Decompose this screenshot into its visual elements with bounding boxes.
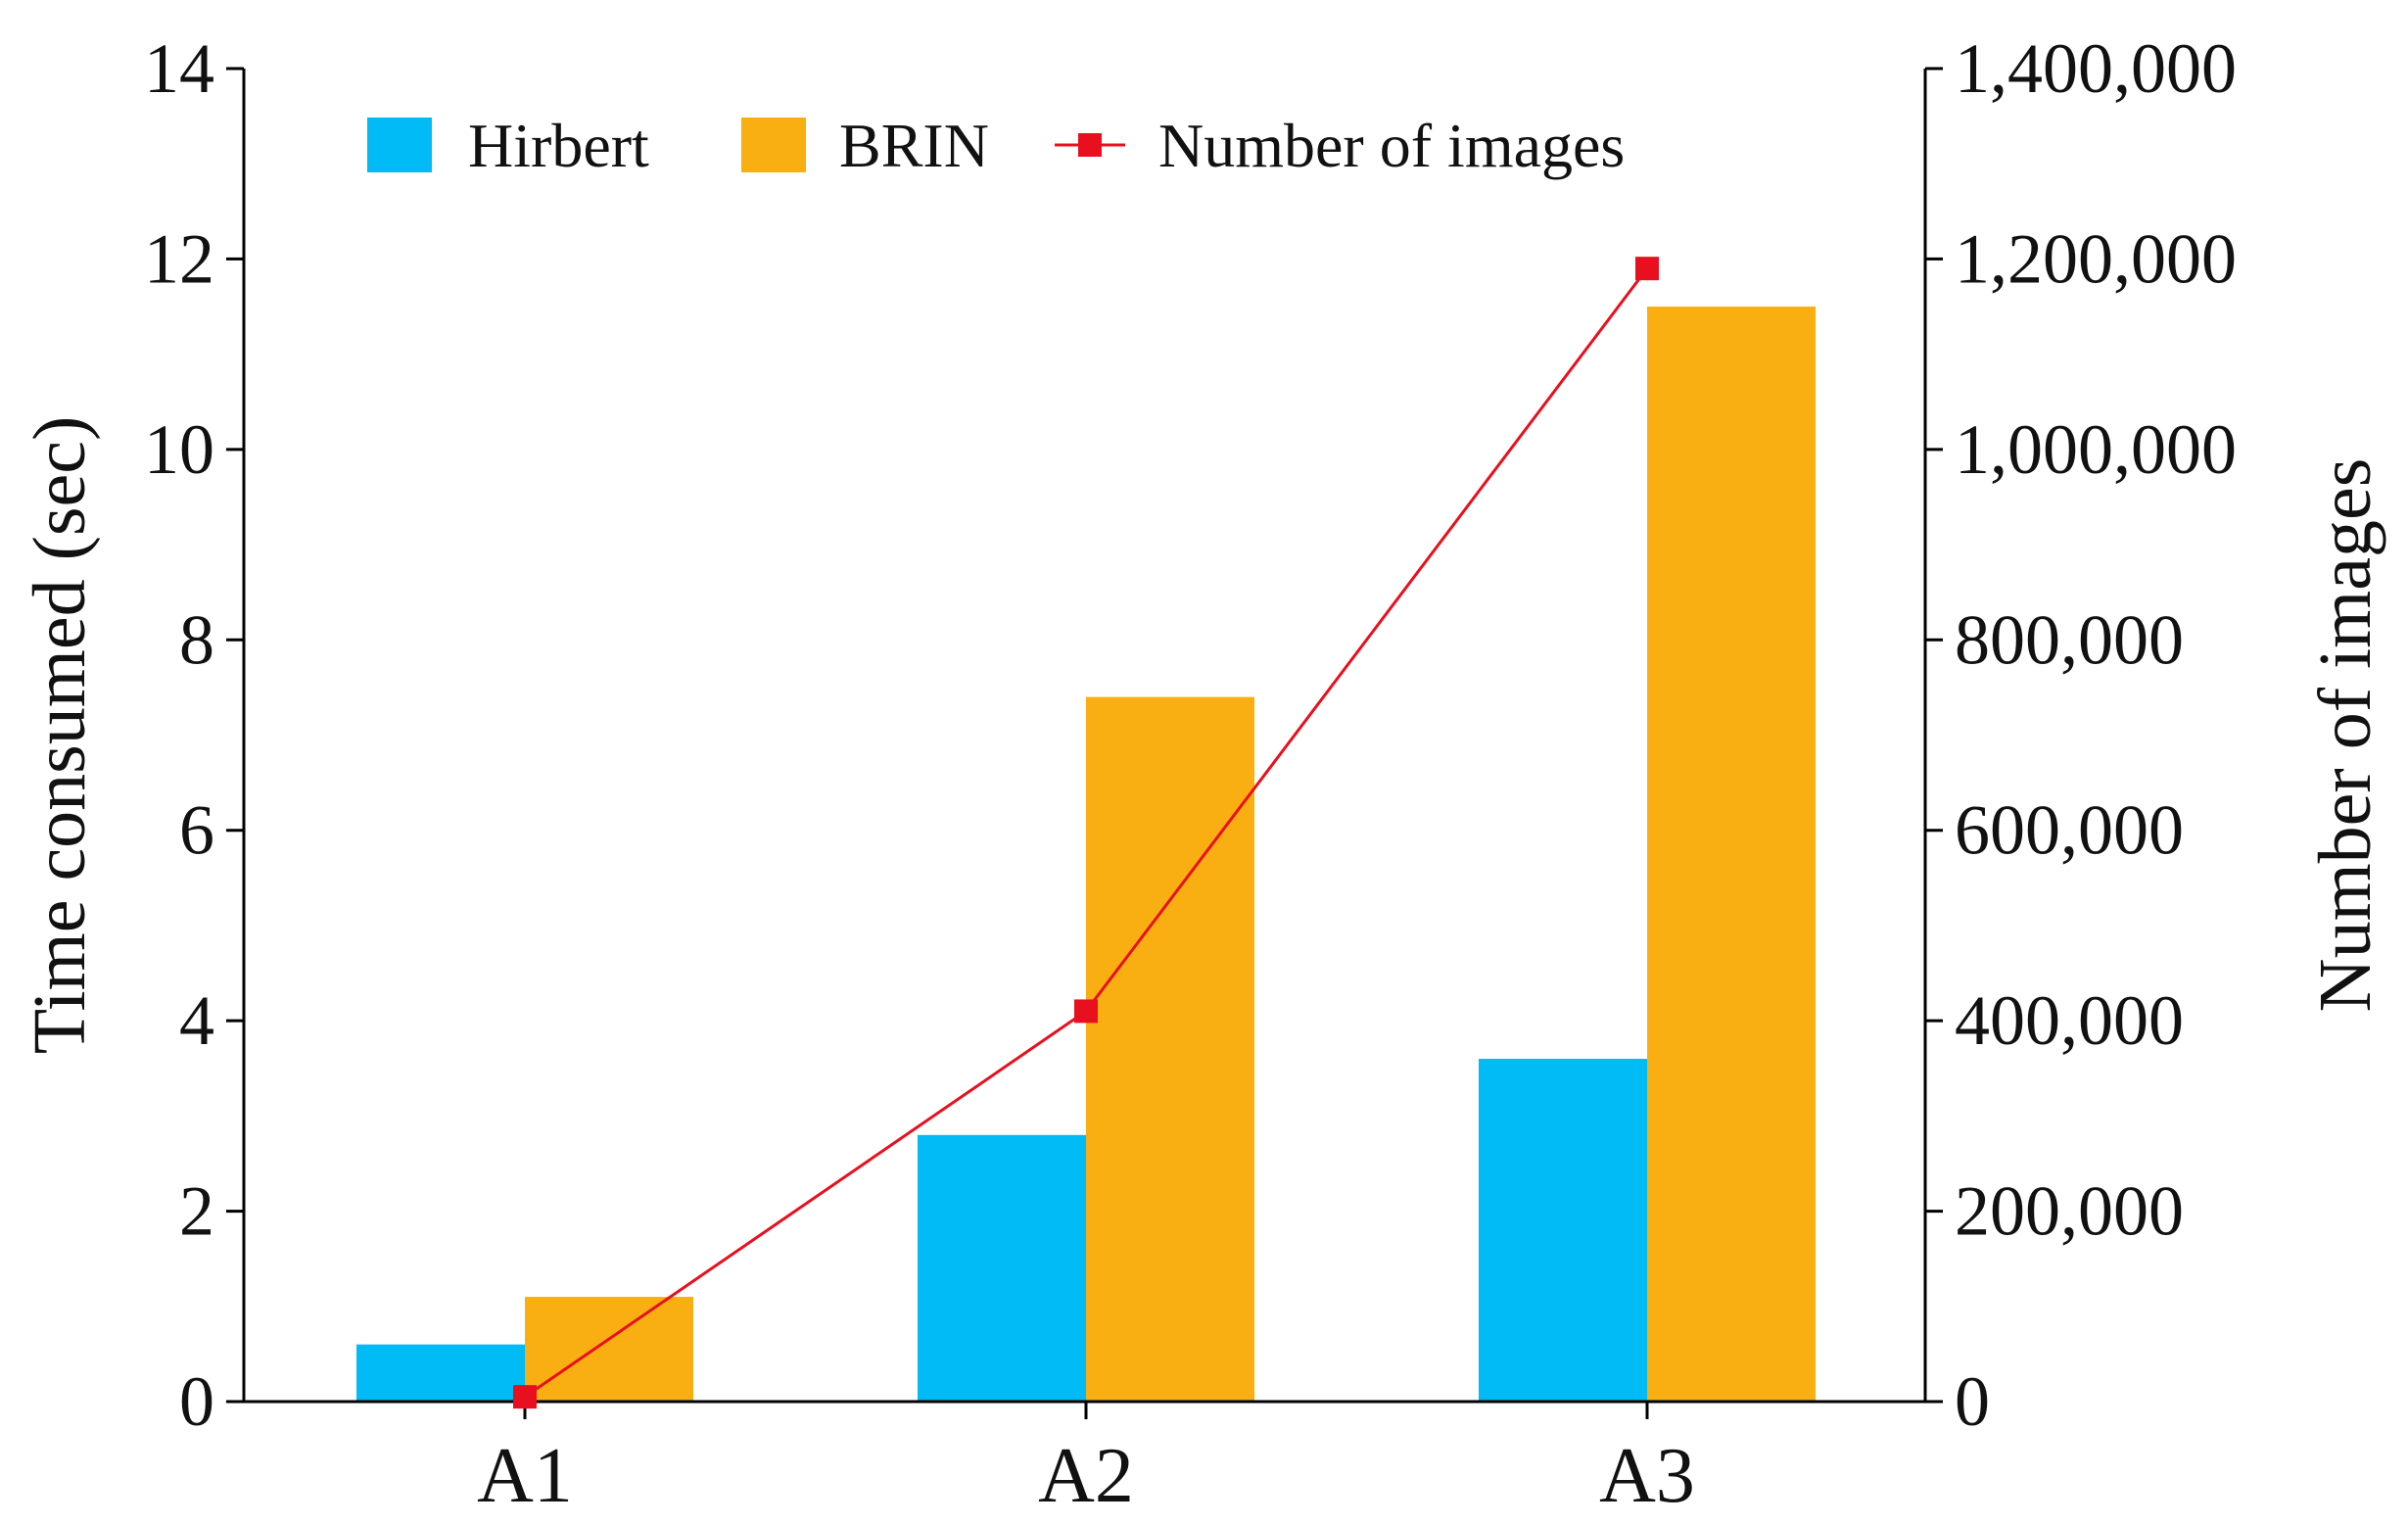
legend-label-number-of-images: Number of images — [1158, 111, 1625, 180]
legend: Hirbert BRIN Number of images — [367, 111, 1625, 180]
marker-number-of-images-a1 — [513, 1385, 537, 1409]
y-tick-label: 2 — [179, 1172, 214, 1251]
y2-tick-label: 1,400,000 — [1955, 29, 2237, 108]
y-tick-label: 10 — [144, 410, 214, 489]
legend-swatch-hirbert — [367, 118, 432, 172]
y2-tick-label: 600,000 — [1955, 791, 2184, 870]
y2-tick-label: 400,000 — [1955, 981, 2184, 1060]
y2-tick-label: 0 — [1955, 1362, 1990, 1441]
bar-brin-a3 — [1647, 307, 1816, 1403]
y-axis-title: Time consumed (sec) — [19, 416, 101, 1055]
legend-swatch-brin — [741, 118, 806, 172]
bar-hirbert-a2 — [918, 1134, 1086, 1402]
bar-brin-a2 — [1086, 696, 1254, 1402]
bar-hirbert-a1 — [356, 1344, 525, 1402]
y-tick-label: 0 — [179, 1362, 214, 1441]
y-tick-label: 4 — [179, 981, 214, 1060]
marker-number-of-images-a2 — [1074, 999, 1098, 1024]
x-tick-label-a3: A3 — [1599, 1433, 1695, 1519]
y2-tick-label: 1,000,000 — [1955, 410, 2237, 489]
x-tick-label-a1: A1 — [477, 1433, 573, 1519]
y-tick-label: 14 — [144, 29, 214, 108]
y-tick-label: 8 — [179, 600, 214, 679]
y2-tick-label: 200,000 — [1955, 1172, 2184, 1251]
bar-brin-a1 — [525, 1297, 693, 1402]
marker-number-of-images-a3 — [1635, 257, 1659, 281]
legend-marker-number-of-images — [1078, 133, 1102, 157]
axes-layer: 0 2 4 6 8 10 12 14 0 200,000 400,000 600,000 800,000… — [144, 29, 2237, 1519]
y2-axis-title: Number of images — [2304, 458, 2386, 1013]
legend-label-hirbert: Hirbert — [468, 111, 649, 180]
line-series-layer — [513, 257, 1659, 1409]
y2-tick-label: 1,200,000 — [1955, 219, 2237, 298]
y-tick-label: 12 — [144, 219, 214, 298]
bars-layer — [356, 307, 1816, 1403]
y2-tick-label: 800,000 — [1955, 600, 2184, 679]
legend-label-brin: BRIN — [839, 111, 989, 180]
x-tick-label-a2: A2 — [1038, 1433, 1134, 1519]
y-tick-label: 6 — [179, 791, 214, 870]
bar-hirbert-a3 — [1479, 1059, 1647, 1402]
